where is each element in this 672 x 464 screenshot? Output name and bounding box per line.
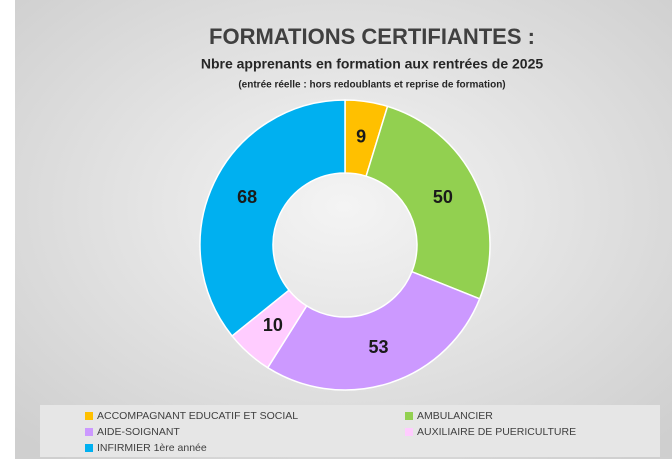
legend-swatch [405,428,413,436]
legend-swatch [85,412,93,420]
donut-segment [365,105,491,300]
data-label: 53 [369,337,389,357]
legend-label: AIDE-SOIGNANT [97,426,180,438]
legend-label: INFIRMIER 1ère année [97,442,207,454]
donut-segment [199,99,346,337]
chart-subtitle: Nbre apprenants en formation aux rentrée… [201,56,544,72]
data-label: 50 [433,187,453,207]
chart-note: (entrée réelle : hors redoublants et rep… [238,80,505,91]
donut-segment [266,270,481,391]
legend-swatch [405,412,413,420]
legend-label: AMBULANCIER [417,410,493,422]
data-label: 68 [237,187,257,207]
legend-box [40,405,660,457]
legend-label: ACCOMPAGNANT EDUCATIF ET SOCIAL [97,410,298,422]
data-label: 9 [356,126,366,146]
legend-swatch [85,444,93,452]
legend-label: AUXILIAIRE DE PUERICULTURE [417,426,576,438]
chart-title: FORMATIONS CERTIFIANTES : [209,24,535,49]
data-label: 10 [263,315,283,335]
legend-swatch [85,428,93,436]
